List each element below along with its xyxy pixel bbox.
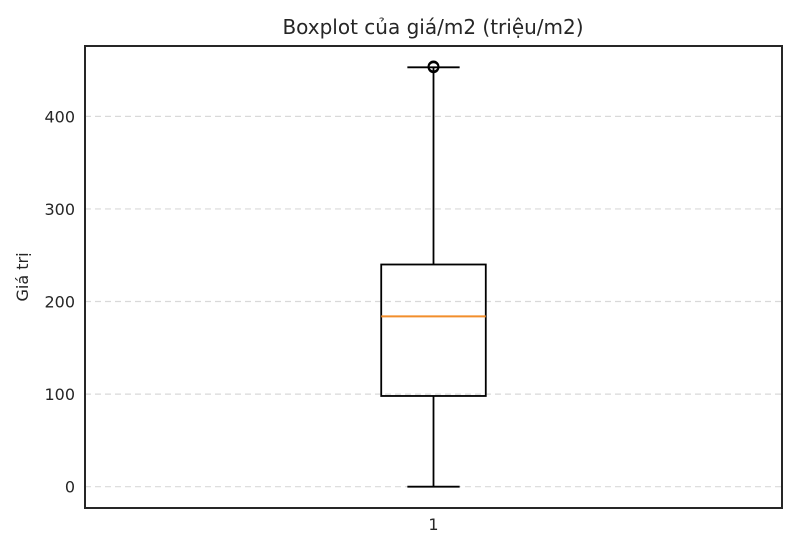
y-tick-label: 300	[44, 200, 75, 219]
plot-frame	[84, 45, 783, 509]
iqr-box	[380, 263, 487, 397]
grid-lines	[85, 115, 782, 488]
y-tick-label: 100	[44, 385, 75, 404]
tick-labels: 0 100 200 300 400 1	[44, 107, 438, 534]
box-layer	[380, 60, 487, 488]
y-axis-label: Giá trị	[13, 252, 32, 301]
y-tick-label: 400	[44, 107, 75, 126]
outlier-point	[427, 60, 440, 73]
y-tick-label: 0	[65, 478, 75, 497]
x-tick-label: 1	[428, 515, 438, 534]
y-tick-label: 200	[44, 293, 75, 312]
chart-title: Boxplot của giá/m2 (triệu/m2)	[282, 15, 583, 39]
